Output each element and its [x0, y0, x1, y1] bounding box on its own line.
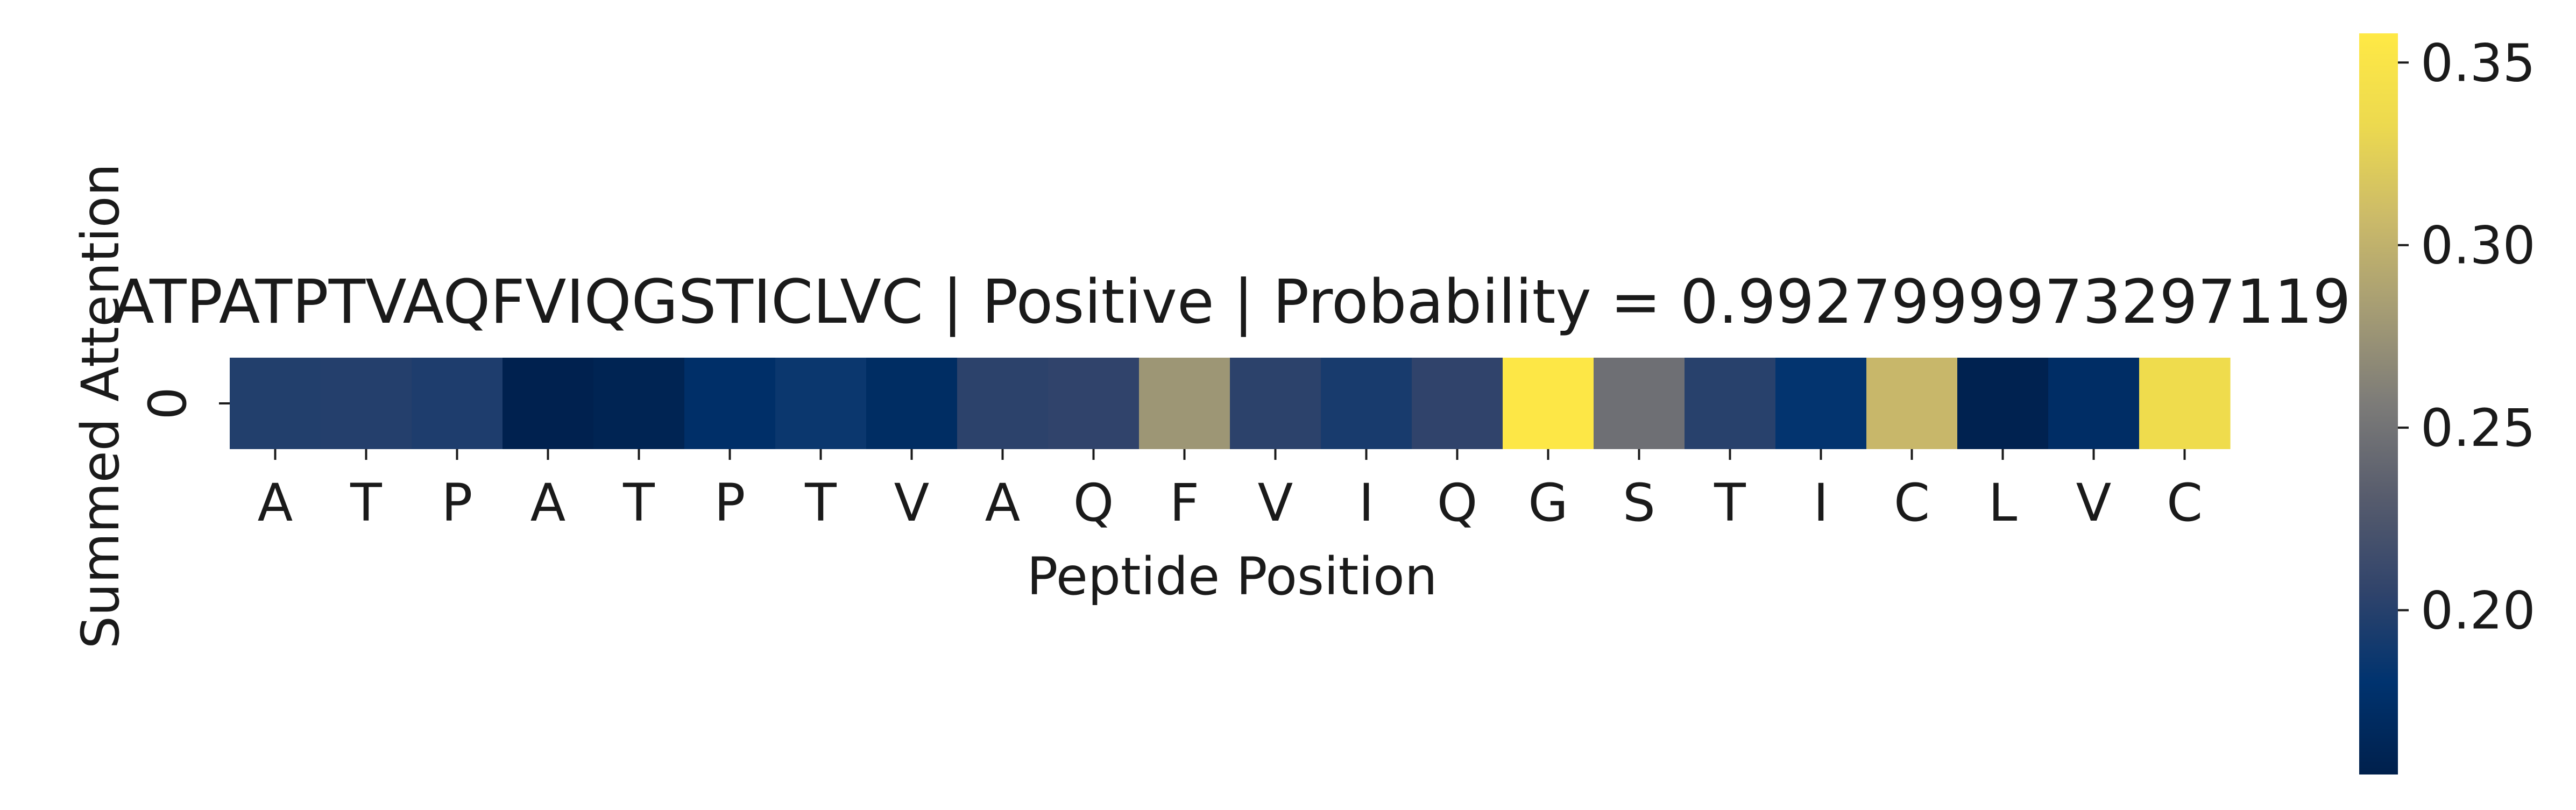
x-tick-label-5: P — [714, 473, 746, 533]
x-tick-label-3: A — [530, 473, 566, 533]
x-tick-label-7: V — [894, 473, 930, 533]
x-tick-label-14: G — [1528, 473, 1568, 533]
x-tick-label-17: I — [1813, 473, 1828, 533]
heatmap-cell-15 — [1594, 358, 1685, 449]
colorbar-tick-label-2: 0.30 — [2421, 216, 2536, 276]
x-tick-label-9: Q — [1073, 473, 1114, 533]
chart-title: ATPATPTVAQFVIQGSTICLVC | Positive | Prob… — [113, 267, 2351, 337]
heatmap-cell-20 — [2048, 358, 2140, 449]
heatmap-cell-8 — [957, 358, 1049, 449]
x-tick-label-0: A — [258, 473, 293, 533]
x-tick-label-19: L — [1988, 473, 2017, 533]
x-tick-label-8: A — [985, 473, 1021, 533]
x-tick-label-1: T — [350, 473, 382, 533]
heatmap-cell-4 — [593, 358, 685, 449]
heatmap-cell-21 — [2139, 358, 2231, 449]
heatmap-cell-18 — [1866, 358, 1958, 449]
x-tick-label-16: T — [1714, 473, 1746, 533]
y-axis-ticks: 0 — [138, 387, 230, 420]
heatmap-cell-7 — [866, 358, 958, 449]
colorbar-tick-label-1: 0.25 — [2421, 398, 2536, 458]
heatmap-cell-14 — [1503, 358, 1594, 449]
x-tick-label-11: V — [1258, 473, 1293, 533]
heatmap-cell-3 — [503, 358, 594, 449]
x-tick-label-20: V — [2076, 473, 2112, 533]
colorbar-tick-label-3: 0.35 — [2421, 33, 2536, 93]
x-tick-label-13: Q — [1437, 473, 1478, 533]
heatmap-cell-19 — [1957, 358, 2049, 449]
x-tick-label-18: C — [1894, 473, 1930, 533]
heatmap-cell-11 — [1230, 358, 1321, 449]
x-tick-label-21: C — [2167, 473, 2203, 533]
heatmap-cell-10 — [1139, 358, 1230, 449]
colorbar-ticks: 0.20 0.25 0.30 0.35 — [2398, 33, 2536, 641]
x-tick-label-2: P — [442, 473, 473, 533]
y-axis-label: Summed Attention — [70, 164, 131, 649]
x-tick-label-4: T — [622, 473, 655, 533]
colorbar-tick-label-0: 0.20 — [2421, 581, 2536, 641]
heatmap-cells — [230, 358, 2231, 449]
heatmap-cell-1 — [321, 358, 412, 449]
heatmap-cell-12 — [1321, 358, 1412, 449]
x-tick-label-10: F — [1170, 473, 1199, 533]
heatmap-cell-0 — [230, 358, 321, 449]
x-tick-label-12: I — [1358, 473, 1374, 533]
x-tick-label-6: T — [804, 473, 837, 533]
x-axis-label: Peptide Position — [1027, 546, 1437, 607]
heatmap-cell-2 — [412, 358, 503, 449]
heatmap-cell-6 — [775, 358, 867, 449]
x-tick-label-15: S — [1623, 473, 1655, 533]
heatmap-cell-9 — [1048, 358, 1140, 449]
heatmap-cell-5 — [684, 358, 776, 449]
colorbar — [2359, 33, 2398, 775]
y-tick-label-0: 0 — [138, 387, 198, 420]
heatmap-cell-16 — [1685, 358, 1776, 449]
heatmap-cell-13 — [1412, 358, 1503, 449]
heatmap-cell-17 — [1775, 358, 1867, 449]
